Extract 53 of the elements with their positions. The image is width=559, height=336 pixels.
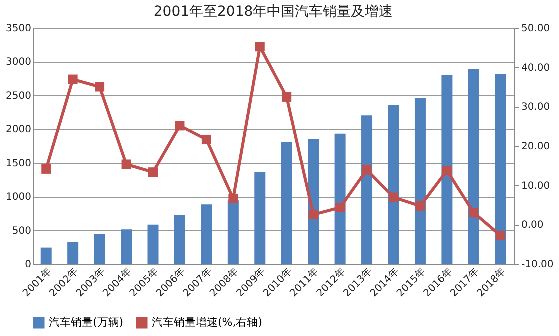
bar <box>442 75 453 264</box>
y2-tick-label: 50.00 <box>522 24 550 34</box>
bar <box>148 224 159 264</box>
point <box>442 166 452 176</box>
bar <box>334 134 346 264</box>
y-tick-label: 0 <box>25 260 32 270</box>
bar <box>362 116 373 264</box>
y-tick-label: 2500 <box>6 90 32 102</box>
bar <box>68 242 79 264</box>
y2-tick-label: -10.00 <box>522 260 554 270</box>
bar <box>121 230 132 264</box>
bar <box>281 142 292 264</box>
point <box>228 194 238 204</box>
point <box>148 168 158 178</box>
y-tick-label: 3500 <box>6 24 32 34</box>
y2-tick-label: 20.00 <box>522 142 550 152</box>
y-tick-label: 500 <box>12 226 32 237</box>
point <box>469 208 479 218</box>
point <box>308 210 318 220</box>
bar <box>495 74 506 264</box>
bar <box>468 69 480 264</box>
bar <box>414 98 426 264</box>
point <box>282 92 292 102</box>
point <box>202 134 212 144</box>
y-tick-label: 1500 <box>6 158 32 170</box>
y2-tick-label: 10.00 <box>522 180 550 192</box>
point <box>496 230 506 240</box>
bar <box>40 248 52 264</box>
chart-title: 2001年至2018年中国汽车销量及增速 <box>154 4 394 20</box>
point <box>68 74 78 84</box>
point <box>95 82 105 92</box>
legend-label: 汽车销量增速(%,右轴) <box>152 316 263 329</box>
y-tick-label: 1000 <box>6 192 32 204</box>
y-tick-label: 3000 <box>6 57 32 68</box>
point <box>389 192 398 202</box>
point <box>175 121 185 131</box>
point <box>362 165 372 175</box>
bar <box>388 106 400 264</box>
point <box>42 164 52 174</box>
bar <box>201 204 212 264</box>
point <box>336 203 346 212</box>
y-tick-label: 2000 <box>6 124 32 136</box>
bar <box>228 200 239 264</box>
y2-tick-label: 30.00 <box>522 102 550 114</box>
y2-tick-label: 0.00 <box>522 220 544 232</box>
legend-label: 汽车销量(万辆) <box>49 316 124 329</box>
point <box>416 201 426 211</box>
bar <box>94 234 106 264</box>
point <box>255 42 265 52</box>
y2-tick-label: 40.00 <box>522 62 550 74</box>
bar <box>254 172 266 264</box>
bar <box>174 215 186 264</box>
point <box>122 160 132 170</box>
